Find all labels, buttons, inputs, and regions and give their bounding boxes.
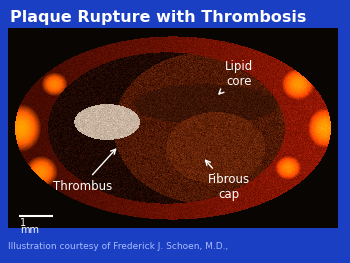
Text: Lipid
core: Lipid core [219,60,253,94]
Text: Fibrous
cap: Fibrous cap [205,160,250,201]
Text: Plaque Rupture with Thrombosis: Plaque Rupture with Thrombosis [10,10,306,25]
Text: Thrombus: Thrombus [52,149,116,193]
Text: mm: mm [20,225,39,235]
Text: 1: 1 [20,218,26,228]
Text: Illustration courtesy of Frederick J. Schoen, M.D.,: Illustration courtesy of Frederick J. Sc… [8,242,228,251]
